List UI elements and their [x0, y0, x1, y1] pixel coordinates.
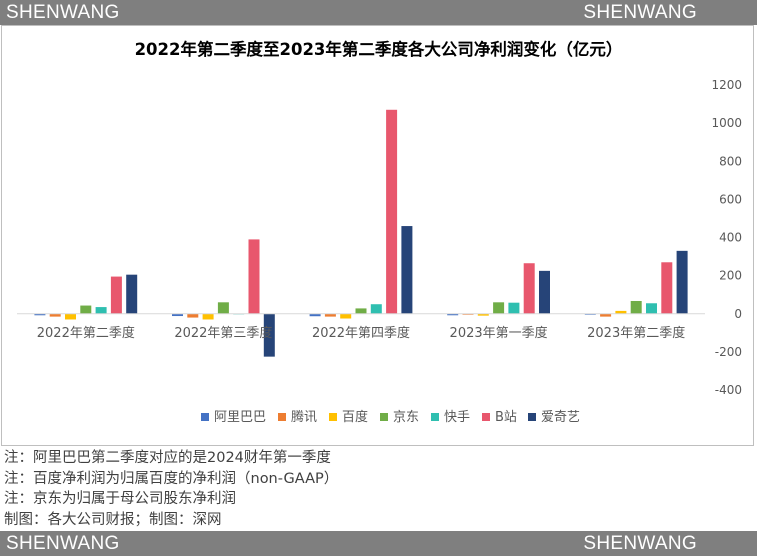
bar	[401, 226, 413, 314]
y-tick-label: 800	[719, 154, 742, 168]
note-4: 制图：各大公司财报；制图：深网	[4, 511, 222, 528]
bar	[539, 270, 550, 314]
legend-label: 百度	[342, 409, 368, 425]
bar	[615, 310, 627, 314]
note-1: 注：阿里巴巴第二季度对应的是2024财年第一季度	[4, 450, 331, 466]
chart-title: 2022年第二季度至2023年第二季度各大公司净利润变化（亿元）	[134, 40, 623, 59]
bar	[263, 313, 275, 357]
y-tick-label: 200	[719, 269, 742, 283]
bar-chart: -400 -200 0 200 400 600 800 1000 1200 2022年第二季度 20…	[17, 78, 742, 425]
bar	[493, 302, 505, 314]
legend-label: 腾讯	[291, 409, 317, 425]
legend-swatch	[278, 413, 286, 421]
note-2: 注：百度净利润为归属百度的净利润（non-GAAP）	[4, 470, 339, 487]
y-tick-label: 1000	[711, 116, 742, 130]
legend-label: 爱奇艺	[541, 409, 580, 425]
bar	[80, 305, 92, 314]
watermark-right-bottom: SHENWANG	[583, 533, 697, 554]
legend-swatch	[380, 413, 388, 421]
bar	[34, 313, 46, 316]
y-tick-label: 0	[734, 307, 742, 321]
legend-swatch	[431, 413, 439, 421]
bar	[202, 313, 214, 320]
legend-label: 阿里巴巴	[214, 410, 266, 425]
legend-label: B站	[495, 410, 517, 425]
bar	[523, 263, 535, 314]
category-label: 2022年第四季度	[312, 325, 410, 341]
bar	[661, 262, 673, 314]
chart-frame	[1, 25, 754, 446]
bar	[65, 313, 76, 320]
legend-label: 快手	[444, 410, 470, 425]
category-label: 2023年第二季度	[587, 325, 685, 341]
bar	[600, 313, 612, 317]
legend-swatch	[528, 413, 536, 421]
bar	[110, 276, 122, 314]
bar	[126, 274, 138, 314]
note-3: 注：京东为归属于母公司股东净利润	[4, 491, 236, 507]
y-tick-label: -400	[715, 383, 742, 397]
bar	[324, 313, 336, 317]
watermark-band-bottom: SHENWANG SHENWANG	[0, 531, 757, 556]
legend-swatch	[201, 413, 209, 421]
bar	[309, 313, 321, 317]
bar	[646, 303, 657, 314]
bar	[49, 313, 61, 317]
y-tick-label: 400	[719, 231, 742, 245]
watermark-right: SHENWANG	[583, 2, 697, 23]
bar	[248, 239, 260, 314]
y-tick-label: 1200	[711, 78, 742, 92]
legend-swatch	[482, 413, 490, 421]
category-label: 2023年第一季度	[450, 325, 548, 341]
category-label: 2022年第二季度	[37, 325, 135, 341]
bar	[447, 313, 459, 316]
legend-label: 京东	[393, 410, 419, 425]
bar	[187, 313, 199, 318]
watermark-band-top: SHENWANG SHENWANG	[0, 0, 757, 25]
notes: 注：阿里巴巴第二季度对应的是2024财年第一季度 注：百度净利润为归属百度的净利…	[4, 448, 338, 530]
bar	[355, 308, 367, 314]
bar	[370, 304, 382, 314]
bar	[477, 313, 489, 316]
bar	[340, 313, 352, 319]
y-tick-label: 600	[719, 192, 742, 206]
bar	[630, 300, 642, 314]
y-tick-label: -200	[715, 345, 742, 359]
bar	[172, 313, 183, 317]
bar	[508, 302, 520, 314]
bar	[386, 109, 398, 314]
watermark-left-bottom: SHENWANG	[6, 533, 120, 554]
bar	[217, 302, 229, 314]
category-label: 2022年第三季度	[174, 325, 272, 341]
bar	[676, 250, 688, 314]
bar	[95, 307, 107, 314]
legend-swatch	[329, 413, 337, 421]
watermark-left: SHENWANG	[6, 2, 120, 23]
